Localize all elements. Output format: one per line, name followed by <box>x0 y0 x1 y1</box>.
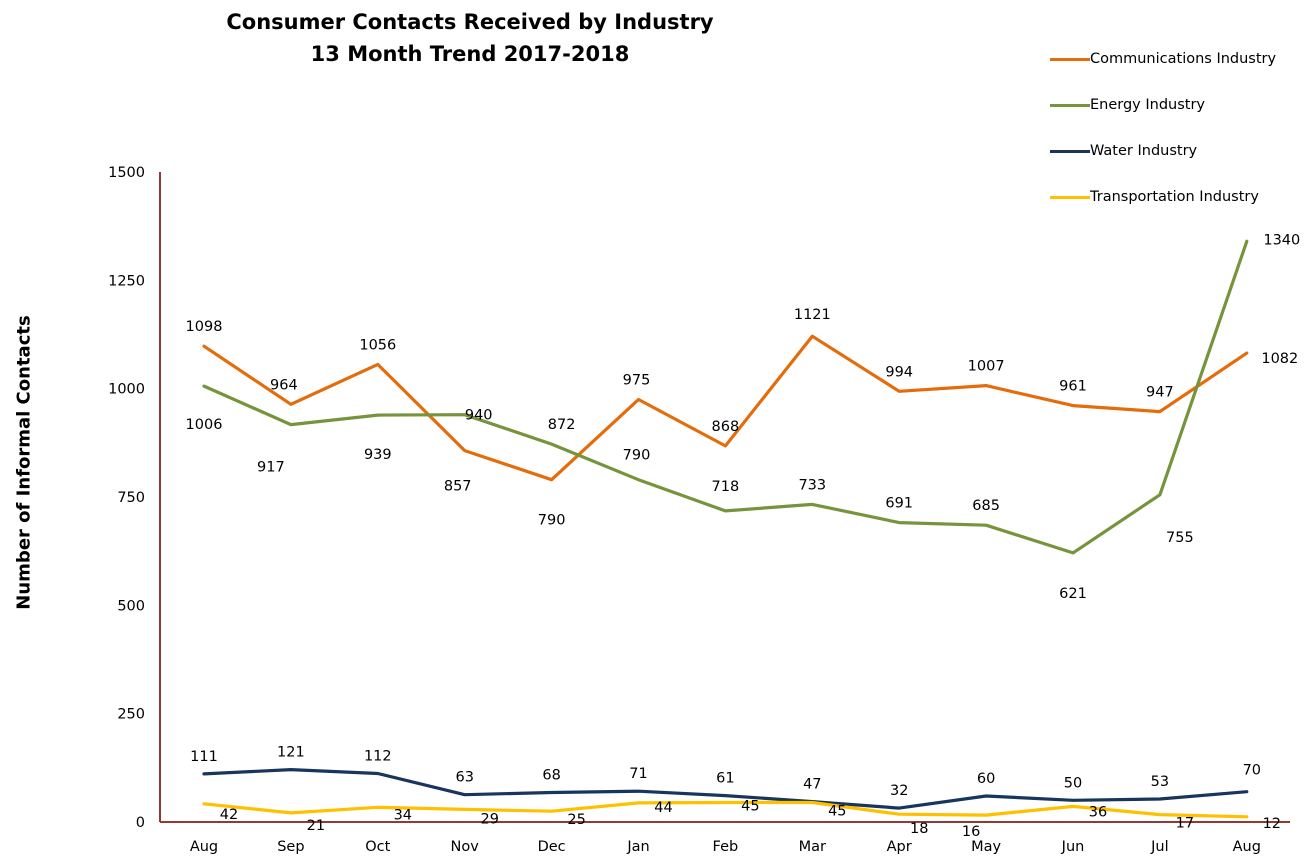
data-label: 868 <box>712 419 740 435</box>
data-label: 790 <box>538 513 566 529</box>
series-line-0 <box>202 334 1249 482</box>
legend-item-transportation: Transportation Industry <box>1050 174 1305 220</box>
data-label: 1056 <box>359 337 396 353</box>
x-tick-label: Jun <box>1061 839 1085 855</box>
legend-swatch-transportation <box>1050 195 1090 199</box>
y-tick-label: 250 <box>117 707 145 723</box>
x-tick-label: Aug <box>190 839 218 855</box>
data-label: 857 <box>444 479 472 495</box>
data-label: 29 <box>480 811 498 827</box>
data-label: 790 <box>623 448 651 464</box>
y-tick-label: 500 <box>117 598 145 614</box>
x-tick-label: Mar <box>799 839 826 855</box>
series-line-2 <box>202 767 1249 810</box>
data-label: 68 <box>542 768 560 784</box>
x-tick-label: Jan <box>626 839 649 855</box>
y-tick-label: 0 <box>136 815 145 831</box>
data-label: 12 <box>1263 816 1281 832</box>
data-label: 975 <box>623 373 651 389</box>
data-label: 947 <box>1146 385 1174 401</box>
data-label: 34 <box>394 807 412 823</box>
legend-item-communications: Communications Industry <box>1050 36 1305 82</box>
data-label: 1121 <box>794 307 831 323</box>
chart-title-block: Consumer Contacts Received by Industry 1… <box>200 6 740 70</box>
data-label: 25 <box>567 812 585 828</box>
data-label: 32 <box>890 783 908 799</box>
data-label: 21 <box>307 818 325 834</box>
data-label: 61 <box>716 771 734 787</box>
data-label: 621 <box>1059 586 1087 602</box>
y-tick-label: 1500 <box>108 165 145 181</box>
legend-label-energy: Energy Industry <box>1090 97 1206 113</box>
data-label: 872 <box>548 417 576 433</box>
x-tick-label: May <box>971 839 1001 855</box>
data-label: 47 <box>803 777 821 793</box>
legend-item-energy: Energy Industry <box>1050 82 1305 128</box>
data-label: 17 <box>1176 816 1194 832</box>
data-label: 70 <box>1243 763 1261 779</box>
data-label: 685 <box>972 498 1000 514</box>
data-label: 1082 <box>1261 351 1298 367</box>
data-label: 45 <box>828 804 846 820</box>
data-label: 940 <box>465 408 493 424</box>
y-tick-label: 1250 <box>108 273 145 289</box>
data-label: 1340 <box>1263 232 1300 248</box>
legend-swatch-communications <box>1050 57 1090 61</box>
legend-label-communications: Communications Industry <box>1090 51 1277 67</box>
legend-label-transportation: Transportation Industry <box>1090 189 1259 205</box>
x-tick-label: Nov <box>451 839 480 855</box>
series-line-3 <box>202 800 1249 819</box>
data-label: 53 <box>1151 774 1169 790</box>
data-label: 44 <box>654 800 672 816</box>
data-label: 71 <box>629 766 647 782</box>
data-label: 121 <box>277 745 305 761</box>
legend-item-water: Water Industry <box>1050 128 1305 174</box>
x-tick-label: Apr <box>887 839 912 855</box>
data-label: 1007 <box>968 359 1005 375</box>
series-line-1 <box>202 239 1249 555</box>
data-label: 45 <box>741 799 759 815</box>
x-tick-label: Oct <box>365 839 390 855</box>
data-label: 112 <box>364 748 392 764</box>
data-label: 718 <box>712 479 740 495</box>
data-label: 691 <box>885 496 913 512</box>
data-label: 60 <box>977 771 995 787</box>
data-label: 939 <box>364 447 392 463</box>
data-label: 16 <box>962 824 980 840</box>
legend-swatch-energy <box>1050 103 1090 107</box>
data-label: 36 <box>1089 804 1107 820</box>
data-label: 917 <box>257 460 285 476</box>
x-tick-label: Aug <box>1233 839 1261 855</box>
data-label: 1006 <box>186 417 223 433</box>
data-label: 755 <box>1166 530 1194 546</box>
data-label: 111 <box>190 749 218 765</box>
data-label: 42 <box>220 807 238 823</box>
x-tick-label: Jul <box>1150 839 1169 855</box>
legend-swatch-water <box>1050 149 1090 153</box>
x-tick-label: Dec <box>538 839 566 855</box>
data-label: 733 <box>798 477 826 493</box>
data-label: 994 <box>885 364 913 380</box>
x-tick-label: Sep <box>277 839 304 855</box>
data-label: 964 <box>270 377 298 393</box>
legend-label-water: Water Industry <box>1090 143 1198 159</box>
x-tick-label: Feb <box>713 839 739 855</box>
data-label: 1098 <box>186 319 223 335</box>
chart-subtitle: 13 Month Trend 2017-2018 <box>310 42 630 66</box>
legend: Communications Industry Energy Industry … <box>1050 36 1305 220</box>
data-label: 961 <box>1059 379 1087 395</box>
y-tick-label: 750 <box>117 490 145 506</box>
data-label: 18 <box>910 821 928 837</box>
chart-title: Consumer Contacts Received by Industry <box>226 10 714 34</box>
data-label: 63 <box>455 770 473 786</box>
data-label: 50 <box>1064 775 1082 791</box>
y-tick-label: 1000 <box>108 382 145 398</box>
